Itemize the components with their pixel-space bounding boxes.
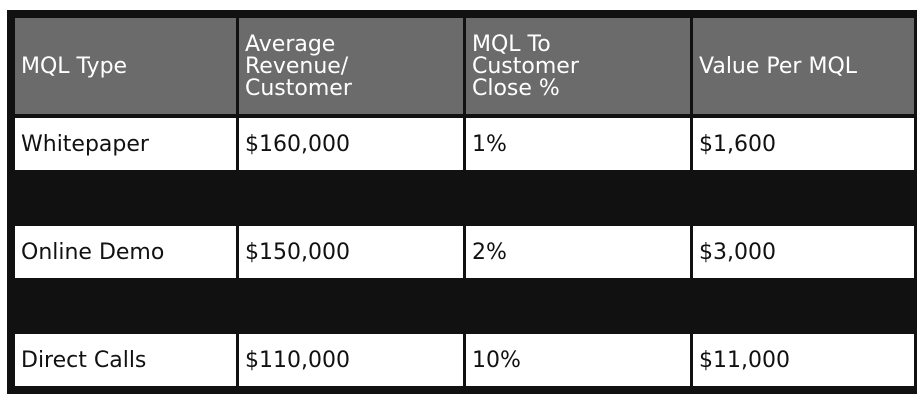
cell-close-percent: 1% <box>466 118 690 170</box>
header-mql-type: MQL Type <box>15 18 236 114</box>
table-row: Online Demo $150,000 2% $3,000 <box>15 226 914 278</box>
cell-mql-type: Online Demo <box>15 226 236 278</box>
cell-value-per-mql: $11,000 <box>693 334 914 386</box>
header-value-per-mql: Value Per MQL <box>693 18 914 114</box>
table-row: Whitepaper $160,000 1% $1,600 <box>15 118 914 170</box>
cell-close-percent: 2% <box>466 226 690 278</box>
header-close-percent: MQL To Customer Close % <box>466 18 690 114</box>
header-average-revenue: Average Revenue/ Customer <box>239 18 463 114</box>
cell-average-revenue: $150,000 <box>239 226 463 278</box>
cell-average-revenue: $160,000 <box>239 118 463 170</box>
table-row: Direct Calls $110,000 10% $11,000 <box>15 334 914 386</box>
cell-value-per-mql: $3,000 <box>693 226 914 278</box>
cell-close-percent: 10% <box>466 334 690 386</box>
cell-average-revenue: $110,000 <box>239 334 463 386</box>
cell-mql-type: Direct Calls <box>15 334 236 386</box>
cell-value-per-mql: $1,600 <box>693 118 914 170</box>
table-header-row: MQL Type Average Revenue/ Customer MQL T… <box>15 18 914 114</box>
cell-mql-type: Whitepaper <box>15 118 236 170</box>
mql-value-table: MQL Type Average Revenue/ Customer MQL T… <box>7 10 917 394</box>
